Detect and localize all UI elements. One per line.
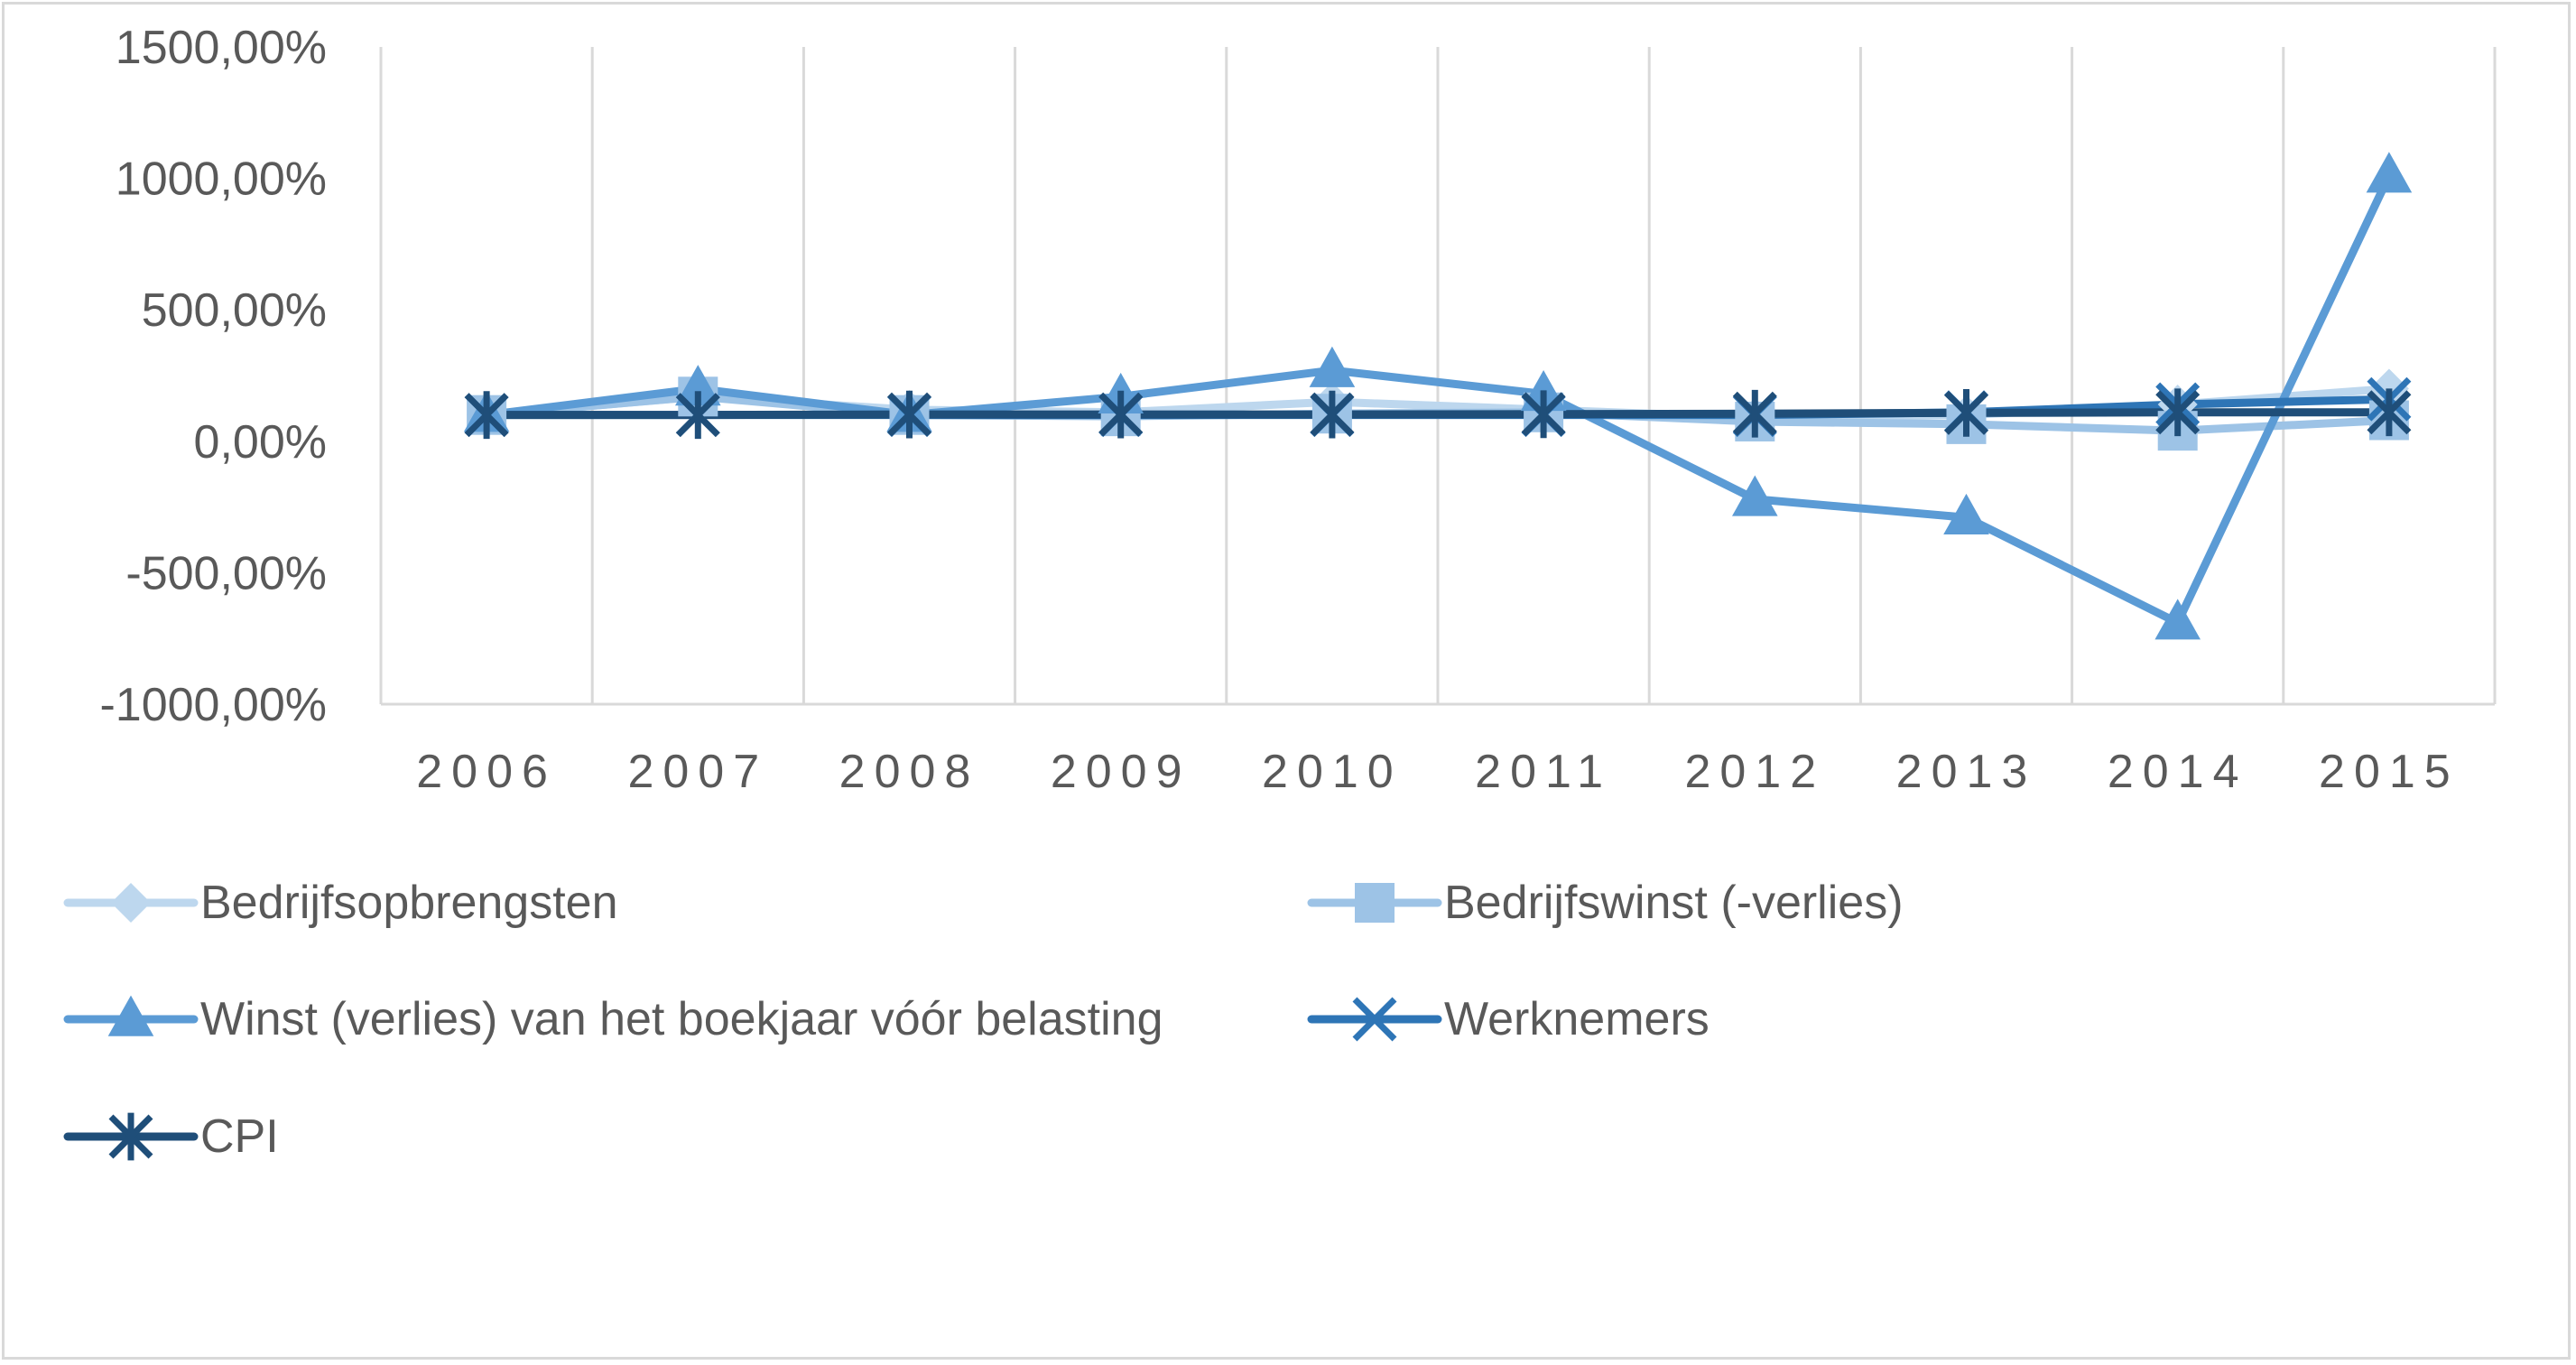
x-tick-label: 2012 — [1684, 746, 1825, 798]
data-point-marker — [1732, 389, 1777, 438]
series-line — [482, 172, 2394, 627]
data-point-marker — [887, 390, 931, 439]
x-tick-label: 2006 — [416, 746, 557, 798]
y-tick-label: -500,00% — [125, 547, 327, 599]
y-tick-label: 0,00% — [194, 416, 327, 469]
data-point-marker — [1309, 346, 1356, 387]
data-point-marker — [464, 391, 509, 440]
data-point-marker — [1098, 390, 1144, 439]
data-point-marker — [1943, 493, 1989, 534]
data-point-marker — [1521, 390, 1566, 439]
y-tick-label: 1500,00% — [116, 22, 327, 74]
series-markers — [463, 152, 2413, 640]
data-point-marker — [2155, 388, 2201, 437]
y-tick-label: 500,00% — [142, 284, 327, 337]
x-tick-label: 2008 — [839, 746, 980, 798]
y-tick-label: -1000,00% — [99, 679, 327, 731]
x-tick-label: 2011 — [1475, 746, 1612, 798]
x-tick-label: 2015 — [2319, 746, 2460, 798]
y-tick-label: 1000,00% — [116, 153, 327, 206]
data-point-marker — [1310, 390, 1355, 439]
gridlines — [379, 47, 2497, 704]
x-tick-label: 2014 — [2108, 746, 2248, 798]
data-point-marker — [675, 365, 721, 406]
data-point-marker — [2366, 152, 2413, 193]
data-point-marker — [2154, 599, 2201, 640]
x-tick-label: 2013 — [1896, 746, 2037, 798]
data-point-marker — [1944, 388, 1988, 437]
series-line — [482, 408, 2394, 420]
x-axis-tick-labels: 2006 2007 2008 2009 2010 2011 2012 2013 2014 2015 — [416, 746, 2460, 798]
y-axis-tick-labels: -1000,00% -500,00% 0,00% 500,00% 1000,00% 150… — [99, 22, 327, 731]
data-point-marker — [2367, 388, 2412, 437]
data-point-marker — [1732, 475, 1778, 516]
data-point-marker — [675, 391, 720, 440]
x-tick-label: 2010 — [1262, 746, 1403, 798]
series-lines — [482, 172, 2394, 627]
x-tick-label: 2009 — [1051, 746, 1191, 798]
x-tick-label: 2007 — [627, 746, 768, 798]
